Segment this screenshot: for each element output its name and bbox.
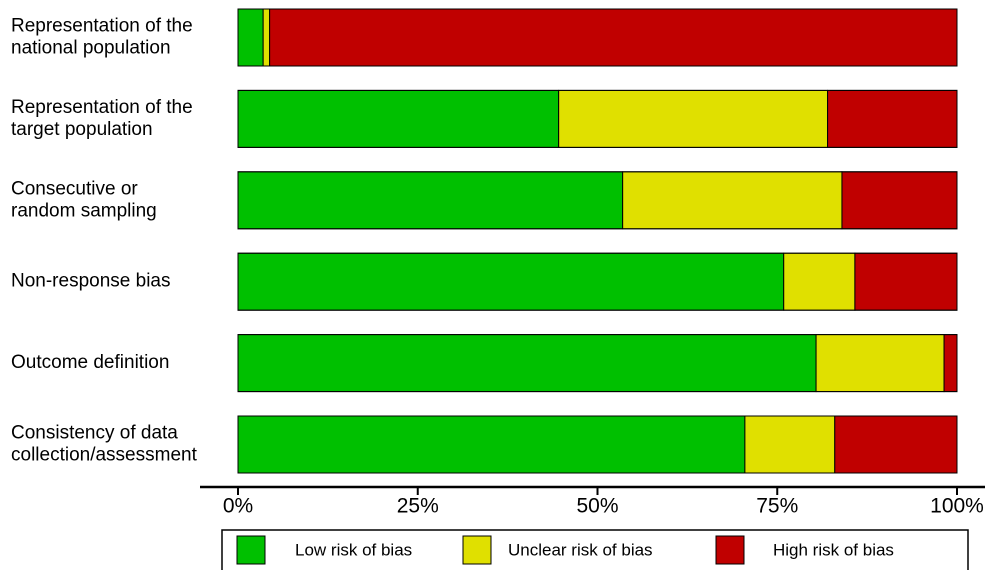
bar-segment — [237, 8, 264, 67]
bar-segment — [237, 415, 746, 474]
category-label: Representation of the target population — [11, 97, 193, 140]
x-tick-label: 50% — [576, 495, 618, 518]
legend-swatch — [715, 535, 745, 565]
bar-segment — [558, 89, 829, 148]
category-label: Representation of the national population — [11, 16, 193, 59]
x-tick-label: 75% — [756, 495, 798, 518]
bar-segment — [943, 334, 958, 393]
bar-segment — [269, 8, 958, 67]
x-tick-label: 100% — [930, 495, 984, 518]
bar-segment — [841, 171, 958, 230]
bar-segment — [237, 252, 785, 311]
category-label: Non-response bias — [11, 271, 170, 292]
bar-outline — [237, 334, 958, 393]
bar-segment — [815, 334, 945, 393]
bar-outline — [237, 252, 958, 311]
bar-segment — [744, 415, 836, 474]
bar-outline — [237, 89, 958, 148]
bar-outline — [237, 415, 958, 474]
bar-segment — [854, 252, 958, 311]
legend-box — [221, 529, 969, 570]
bar-segment — [834, 415, 958, 474]
category-label: Outcome definition — [11, 352, 169, 373]
legend-swatch — [462, 535, 492, 565]
bar-segment — [783, 252, 856, 311]
legend-label: Unclear risk of bias — [508, 540, 653, 559]
bar-outline — [237, 8, 958, 67]
bar-segment — [827, 89, 958, 148]
bar-segment — [237, 89, 560, 148]
category-label: Consistency of data collection/assessment — [11, 423, 198, 466]
x-tick-label: 0% — [223, 495, 253, 518]
bar-segment — [622, 171, 843, 230]
legend-label: Low risk of bias — [295, 540, 412, 559]
bar-outline — [237, 171, 958, 230]
legend-swatch — [236, 535, 266, 565]
category-label: Consecutive or random sampling — [11, 178, 157, 221]
legend-label: High risk of bias — [773, 540, 894, 559]
bar-segment — [237, 334, 817, 393]
x-tick-label: 25% — [397, 495, 439, 518]
bar-segment — [237, 171, 624, 230]
bar-segment — [262, 8, 271, 67]
